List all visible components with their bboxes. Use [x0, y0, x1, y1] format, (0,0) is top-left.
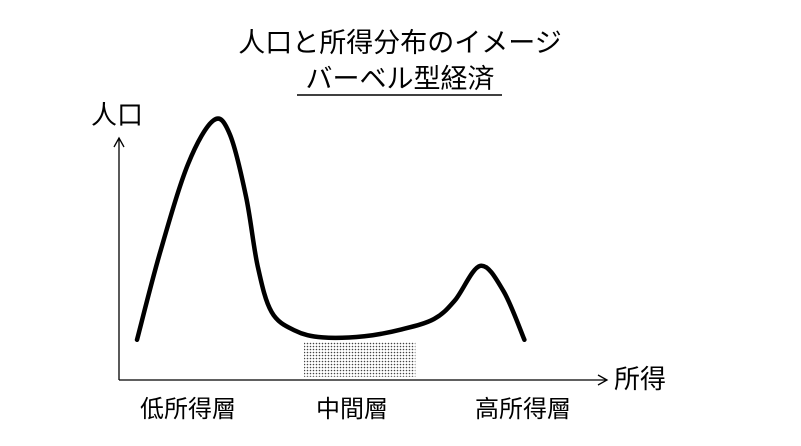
- series-line: [134, 116, 527, 343]
- chart-title: 人口と所得分布のイメージ: [238, 28, 561, 59]
- category-label-middle: 中間層: [316, 395, 388, 423]
- middle-class-band: [304, 342, 416, 377]
- chart-subtitle: バーベル型経済: [306, 64, 495, 95]
- category-label-low: 低所得層: [140, 395, 236, 423]
- x-axis-label: 所得: [614, 365, 666, 395]
- category-label-high: 高所得層: [475, 395, 571, 423]
- y-axis-label: 人口: [91, 101, 143, 131]
